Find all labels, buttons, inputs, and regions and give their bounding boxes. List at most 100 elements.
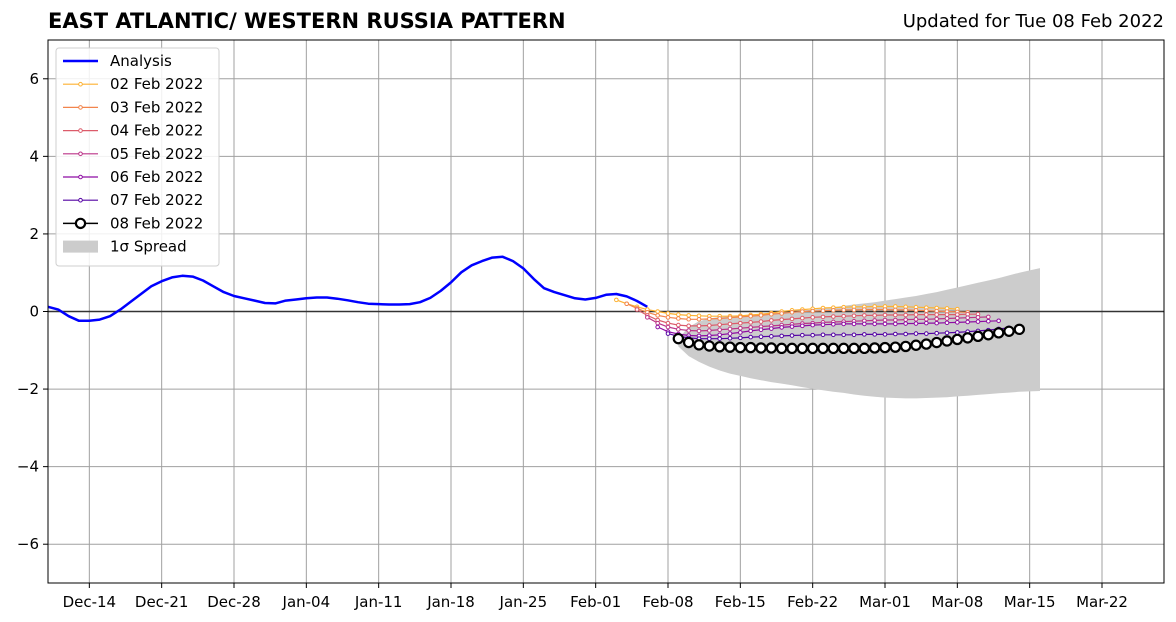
- forecast-point: [930, 336, 943, 349]
- forecast-point: [848, 342, 860, 355]
- forecast-point: [758, 334, 764, 340]
- forecast-point: [903, 321, 908, 326]
- forecast-point: [665, 315, 671, 320]
- forecast-point: [831, 308, 836, 313]
- forecast-point: [903, 307, 908, 313]
- forecast-point: [903, 317, 908, 322]
- forecast-point: [655, 324, 660, 330]
- forecast-point: [975, 315, 981, 320]
- forecast-point: [696, 328, 702, 334]
- forecast-point: [769, 318, 774, 323]
- forecast-point: [758, 319, 764, 324]
- forecast-point: [789, 324, 795, 329]
- legend-label: 07 Feb 2022: [110, 191, 203, 209]
- forecast-point: [972, 330, 984, 343]
- forecast-point: [851, 332, 857, 338]
- forecast-point: [769, 311, 774, 317]
- forecast-point: [1013, 323, 1026, 336]
- forecast-point: [800, 323, 805, 329]
- forecast-point: [872, 321, 877, 327]
- forecast-point: [686, 313, 691, 318]
- forecast-point: [727, 335, 733, 341]
- forecast-point: [748, 328, 753, 334]
- x-tick-label: Mar-08: [931, 593, 983, 611]
- forecast-point: [882, 332, 888, 337]
- legend-label: 05 Feb 2022: [110, 145, 203, 163]
- legend-label: Analysis: [110, 52, 172, 70]
- forecast-line-06-feb-2022: [657, 320, 999, 337]
- forecast-line-05-feb-2022: [647, 316, 989, 332]
- forecast-point: [924, 316, 929, 322]
- forecast-point: [851, 313, 857, 319]
- x-tick-label: Jan-18: [426, 593, 475, 611]
- legend-swatch-marker: [78, 128, 83, 133]
- forecast-point: [748, 320, 753, 325]
- forecast-point: [827, 342, 840, 355]
- forecast-point: [779, 317, 784, 322]
- forecast-point: [955, 320, 960, 325]
- forecast-point: [862, 313, 867, 318]
- forecast-point: [817, 342, 829, 355]
- forecast-point: [955, 315, 960, 321]
- legend-label: 03 Feb 2022: [110, 98, 203, 116]
- forecast-point: [851, 321, 857, 327]
- forecast-point: [924, 320, 929, 326]
- forecast-point: [820, 308, 826, 314]
- forecast-point: [769, 326, 774, 331]
- x-tick-label: Mar-22: [1076, 593, 1128, 611]
- forecast-point: [882, 317, 888, 323]
- forecast-point: [868, 342, 881, 354]
- axis-ticks: Dec-14 Dec-21 Dec-28 Jan-04 Jan-11 Jan-18 Jan-…: [17, 70, 1128, 611]
- forecast-point: [944, 316, 950, 321]
- forecast-point: [665, 320, 671, 326]
- forecast-point: [717, 336, 722, 341]
- forecast-point: [924, 308, 929, 314]
- chart-title: EAST ATLANTIC/ WESTERN RUSSIA PATTERN: [48, 9, 566, 33]
- forecast-point: [789, 333, 795, 338]
- forecast-point: [738, 314, 743, 320]
- forecast-point: [717, 316, 722, 321]
- forecast-point: [913, 312, 919, 317]
- forecast-point: [920, 338, 933, 350]
- forecast-point: [634, 307, 640, 312]
- forecast-point: [944, 312, 950, 317]
- forecast-point: [655, 320, 660, 326]
- legend-label: 06 Feb 2022: [110, 168, 203, 186]
- forecast-point: [944, 320, 950, 326]
- updated-date-label: Updated for Tue 08 Feb 2022: [902, 11, 1164, 32]
- x-tick-label: Feb-08: [642, 593, 693, 611]
- forecast-point: [872, 313, 877, 318]
- forecast-point: [986, 318, 991, 324]
- forecast-point: [727, 321, 733, 327]
- y-tick-label: −2: [17, 380, 39, 398]
- legend-swatch-marker: [78, 151, 83, 157]
- legend-swatch-marker: [78, 81, 83, 87]
- forecast-point: [986, 314, 991, 320]
- forecast-point: [810, 332, 815, 338]
- spread-band-layer: [678, 268, 1040, 399]
- x-tick-label: Dec-28: [207, 593, 261, 611]
- forecast-point: [755, 342, 767, 354]
- forecast-point: [693, 339, 705, 351]
- forecast-point: [955, 330, 960, 335]
- forecast-point: [724, 341, 736, 353]
- forecast-point: [624, 301, 629, 307]
- forecast-point: [831, 314, 836, 319]
- forecast-point: [944, 330, 950, 336]
- forecast-point: [1003, 325, 1015, 337]
- y-tick-label: 4: [29, 147, 39, 165]
- spread-band: [678, 268, 1040, 399]
- forecast-point: [831, 321, 836, 327]
- legend-label: 02 Feb 2022: [110, 75, 203, 93]
- forecast-line-04-feb-2022: [636, 309, 978, 327]
- legend-box: [55, 47, 220, 267]
- forecast-point: [665, 331, 671, 336]
- legend-label: 1σ Spread: [110, 238, 187, 256]
- forecast-point: [779, 311, 784, 316]
- forecast-point: [934, 312, 939, 317]
- forecast-point: [996, 318, 1001, 324]
- forecast-point: [810, 308, 815, 314]
- forecast-point: [686, 316, 691, 322]
- legend-swatch-marker: [78, 105, 83, 110]
- forecast-point: [727, 331, 733, 336]
